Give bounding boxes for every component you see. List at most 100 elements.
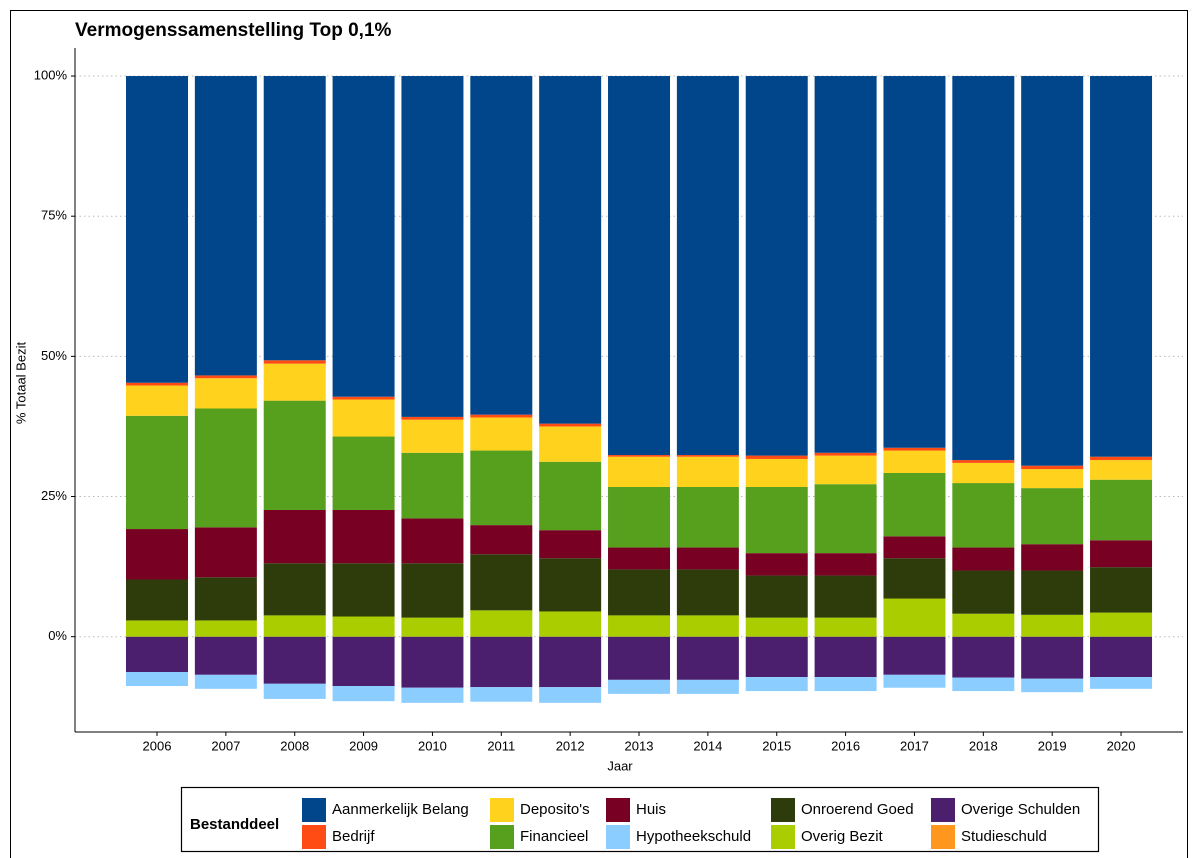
bar-segment [263, 360, 326, 364]
bar-segment [814, 484, 877, 554]
x-tick-label: 2017 [900, 738, 929, 753]
legend-key [606, 798, 630, 822]
bar-segment [401, 636, 464, 688]
bar-segment [470, 76, 533, 415]
legend-label: Bedrijf [332, 828, 375, 845]
bar-segment [470, 636, 533, 688]
bar-segment [1021, 614, 1084, 637]
bar-segment [676, 615, 739, 637]
legend-key [302, 825, 326, 849]
bar-segment [470, 414, 533, 418]
bar-segment [126, 636, 188, 673]
legend-key [490, 825, 514, 849]
legend-label: Studieschuld [961, 828, 1047, 845]
bar-segment [745, 553, 808, 576]
bar-segment [883, 636, 946, 675]
bar-segment [952, 677, 1015, 692]
bar-segment [1021, 76, 1084, 466]
bar-segment [745, 636, 808, 678]
bar-segment [676, 456, 739, 487]
bar-segment [608, 456, 671, 487]
bar-segment [194, 620, 257, 637]
bar-segment [608, 486, 671, 548]
legend-label: Onroerend Goed [801, 801, 914, 818]
bar-segment [539, 558, 602, 612]
bar-segment [126, 529, 188, 580]
bar-segment [263, 615, 326, 637]
bar-segment [814, 636, 877, 678]
bar-segment [539, 687, 602, 703]
bar-segment [332, 76, 395, 397]
bar-segment [470, 554, 533, 611]
legend-label: Huis [636, 801, 666, 818]
bar-segment [126, 620, 188, 637]
legend-label: Deposito's [520, 801, 590, 818]
x-tick-label: 2016 [831, 738, 860, 753]
bar-segment [676, 679, 739, 694]
bar-segment [1021, 488, 1084, 545]
bar-segment [332, 509, 395, 564]
x-tick-label: 2008 [280, 738, 309, 753]
bar-segment [539, 76, 602, 424]
y-axis-label: % Totaal Bezit [13, 342, 28, 425]
bar-segment [539, 636, 602, 688]
legend-title: Bestanddeel [190, 816, 279, 833]
bar-segment [194, 375, 257, 379]
bar-segment [263, 563, 326, 616]
bar-segment [952, 460, 1015, 463]
legend-key [931, 825, 955, 849]
bar-segment [883, 536, 946, 559]
bar-segment [332, 396, 395, 400]
bar-segment [263, 400, 326, 510]
bar-segment [883, 674, 946, 688]
bar-segment [194, 636, 257, 675]
bar-segment [401, 518, 464, 564]
bar-segment [539, 530, 602, 559]
bar-segment [263, 509, 326, 564]
bar-segment [676, 455, 739, 457]
y-tick-label: 50% [41, 348, 67, 363]
y-tick-label: 25% [41, 488, 67, 503]
bar-segment [263, 76, 326, 361]
bar-segment [1090, 677, 1153, 689]
bar-segment [1090, 636, 1153, 678]
bar-segment [470, 610, 533, 637]
x-tick-label: 2010 [418, 738, 447, 753]
bar-segment [126, 382, 188, 386]
bar-segment [539, 611, 602, 637]
bar-segment [952, 462, 1015, 484]
bar-segment [745, 76, 808, 456]
bar-segment [194, 76, 257, 376]
x-tick-label: 2009 [349, 738, 378, 753]
bar-segment [745, 458, 808, 487]
bar-segment [745, 486, 808, 554]
bar-segment [883, 558, 946, 599]
x-tick-label: 2014 [693, 738, 722, 753]
bar-segment [883, 447, 946, 451]
bar-segment [1090, 460, 1153, 480]
legend-key [302, 798, 326, 822]
bar-segment [745, 575, 808, 618]
bar-segment [470, 450, 533, 526]
bar-segment [1090, 479, 1153, 541]
legend-key [771, 825, 795, 849]
bar-segment [401, 76, 464, 417]
bar-segment [883, 598, 946, 637]
chart-title: Vermogenssamenstelling Top 0,1% [75, 20, 392, 41]
legend-key [771, 798, 795, 822]
x-tick-label: 2013 [625, 738, 654, 753]
bar-segment [1090, 540, 1153, 568]
bar-segment [676, 486, 739, 548]
bar-segment [263, 363, 326, 401]
bar-segment [883, 76, 946, 448]
legend-label: Financieel [520, 828, 588, 845]
bar-segment [539, 426, 602, 462]
bar-segment [952, 636, 1015, 678]
bar-segment [608, 76, 671, 456]
bar-segment [676, 547, 739, 570]
bar-segment [332, 399, 395, 437]
legend-label: Aanmerkelijk Belang [332, 801, 469, 818]
bar-segment [332, 436, 395, 510]
bar-segment [814, 455, 877, 485]
y-tick-label: 75% [41, 208, 67, 223]
